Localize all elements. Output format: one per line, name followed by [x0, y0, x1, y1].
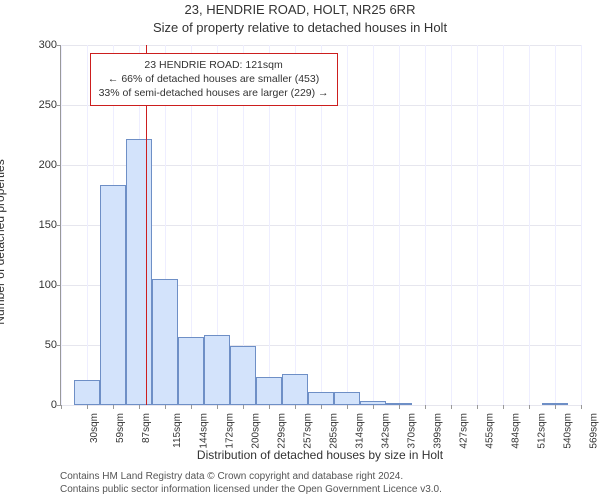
xtick-mark	[217, 405, 218, 409]
chart-container: 23, HENDRIE ROAD, HOLT, NR25 6RR Size of…	[0, 0, 600, 500]
xtick-mark	[113, 405, 114, 409]
xtick-mark	[243, 405, 244, 409]
annotation-line3: 33% of semi-detached houses are larger (…	[99, 86, 329, 100]
xtick-mark	[373, 405, 374, 409]
xtick-mark	[321, 405, 322, 409]
xtick-label: 342sqm	[381, 413, 392, 449]
annotation-line2: ← 66% of detached houses are smaller (45…	[99, 72, 329, 86]
histogram-bar	[334, 392, 359, 405]
xtick-label: 540sqm	[563, 413, 574, 449]
x-axis-label: Distribution of detached houses by size …	[60, 448, 580, 462]
xtick-label: 285sqm	[329, 413, 340, 449]
xtick-label: 569sqm	[589, 413, 600, 449]
ytick-label: 250	[27, 99, 57, 111]
xtick-label: 115sqm	[172, 413, 183, 448]
xtick-mark	[425, 405, 426, 409]
histogram-bar	[308, 392, 333, 405]
histogram-bar	[204, 335, 229, 405]
histogram-bar	[256, 377, 281, 405]
chart-title-sub: Size of property relative to detached ho…	[0, 20, 600, 35]
gridline-v	[87, 45, 88, 405]
xtick-label: 455sqm	[485, 413, 496, 449]
xtick-mark	[555, 405, 556, 409]
ytick-label: 0	[27, 399, 57, 411]
gridline-v	[373, 45, 374, 405]
xtick-label: 427sqm	[459, 413, 470, 449]
ytick-label: 50	[27, 339, 57, 351]
xtick-mark	[529, 405, 530, 409]
y-axis-label: Number of detached properties	[0, 142, 7, 342]
xtick-label: 399sqm	[433, 413, 444, 449]
attribution-text: Contains HM Land Registry data © Crown c…	[60, 470, 580, 496]
xtick-mark	[269, 405, 270, 409]
gridline-v	[555, 45, 556, 405]
xtick-mark	[165, 405, 166, 409]
chart-title-main: 23, HENDRIE ROAD, HOLT, NR25 6RR	[0, 2, 600, 17]
histogram-bar	[100, 185, 125, 405]
xtick-mark	[477, 405, 478, 409]
gridline-v	[529, 45, 530, 405]
annotation-box: 23 HENDRIE ROAD: 121sqm← 66% of detached…	[90, 53, 338, 106]
ytick-label: 100	[27, 279, 57, 291]
histogram-bar	[152, 279, 177, 405]
attribution-line2: Contains public sector information licen…	[60, 484, 442, 495]
gridline-v	[581, 45, 582, 405]
histogram-bar	[282, 374, 307, 405]
histogram-bar	[178, 337, 203, 405]
xtick-mark	[139, 405, 140, 409]
xtick-label: 30sqm	[89, 413, 100, 443]
xtick-label: 484sqm	[511, 413, 522, 449]
histogram-bar	[126, 139, 151, 405]
histogram-bar	[74, 380, 99, 405]
gridline-v	[477, 45, 478, 405]
ytick-label: 200	[27, 159, 57, 171]
xtick-mark	[295, 405, 296, 409]
gridline-v	[503, 45, 504, 405]
xtick-label: 512sqm	[537, 413, 548, 449]
xtick-label: 59sqm	[115, 413, 126, 443]
gridline-v	[347, 45, 348, 405]
ytick-label: 150	[27, 219, 57, 231]
ytick-label: 300	[27, 39, 57, 51]
histogram-bar	[542, 403, 567, 405]
xtick-label: 200sqm	[251, 413, 262, 449]
histogram-bar	[386, 403, 411, 405]
annotation-line1: 23 HENDRIE ROAD: 121sqm	[99, 58, 329, 72]
xtick-mark	[503, 405, 504, 409]
histogram-bar	[230, 346, 255, 405]
xtick-mark	[87, 405, 88, 409]
xtick-mark	[581, 405, 582, 409]
xtick-label: 172sqm	[225, 413, 236, 449]
gridline-v	[399, 45, 400, 405]
xtick-label: 257sqm	[303, 413, 314, 449]
xtick-label: 314sqm	[355, 413, 366, 449]
xtick-label: 87sqm	[141, 413, 152, 443]
xtick-label: 370sqm	[407, 413, 418, 449]
xtick-mark	[399, 405, 400, 409]
xtick-mark	[347, 405, 348, 409]
gridline-v	[451, 45, 452, 405]
attribution-line1: Contains HM Land Registry data © Crown c…	[60, 471, 403, 482]
xtick-mark	[451, 405, 452, 409]
xtick-mark	[61, 405, 62, 409]
gridline-v	[61, 45, 62, 405]
xtick-label: 229sqm	[277, 413, 288, 449]
histogram-bar	[360, 401, 385, 405]
xtick-label: 144sqm	[199, 413, 210, 449]
xtick-mark	[191, 405, 192, 409]
plot-area: 05010015020025030030sqm59sqm87sqm115sqm1…	[60, 45, 581, 406]
gridline-v	[425, 45, 426, 405]
